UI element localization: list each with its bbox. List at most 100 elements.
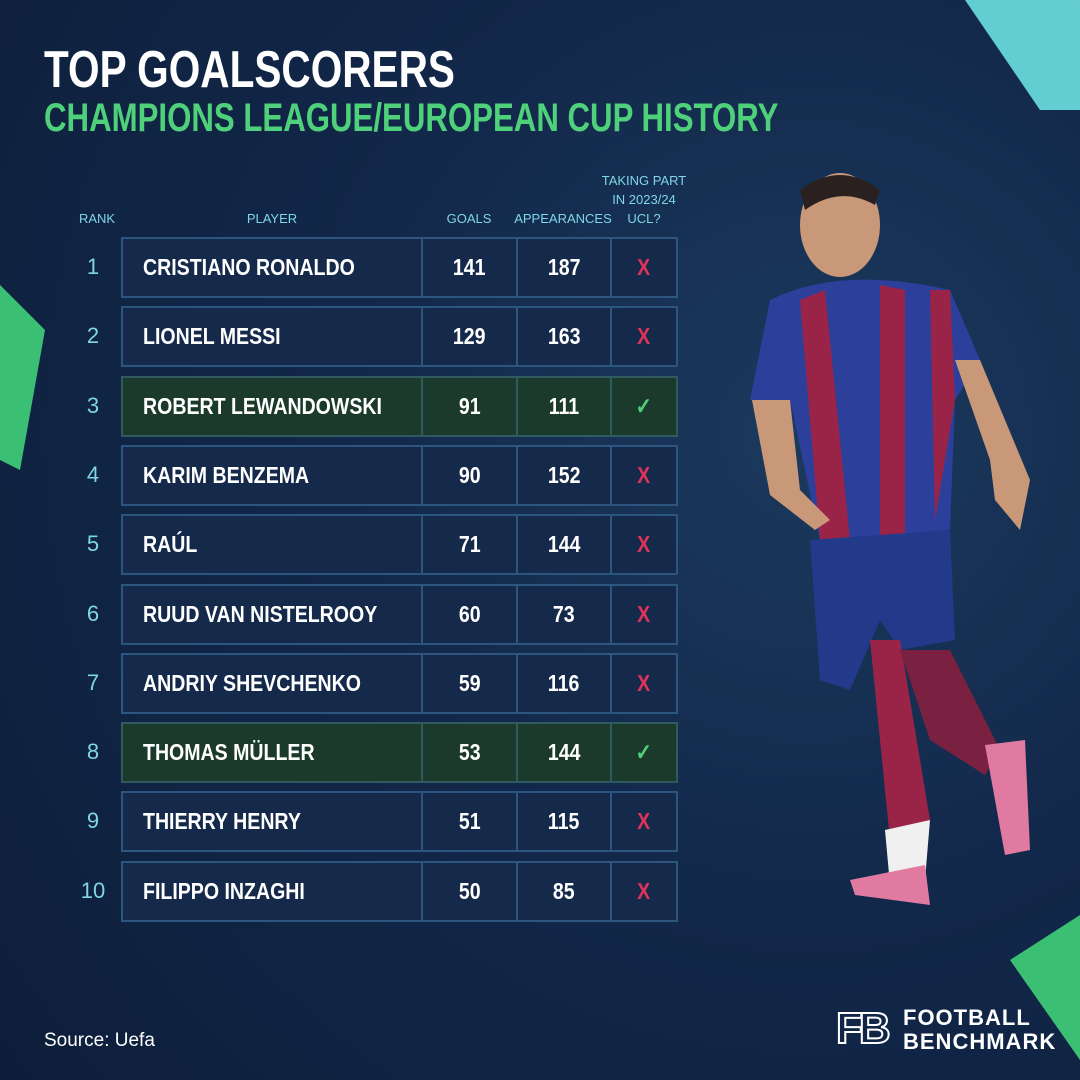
cell-text: 73 [553, 600, 575, 627]
column-header: GOALS [446, 211, 492, 226]
cell-text: 71 [458, 531, 481, 558]
cell-text: FILIPPO INZAGHI [143, 877, 305, 904]
goals-cell: 53 [421, 722, 518, 784]
title: TOP GOALSCORERS [44, 40, 571, 100]
table-row: THOMAS MÜLLER 53 144 ✓ [121, 722, 678, 784]
appearances-cell: 187 [516, 237, 612, 298]
cell-text: 111 [548, 392, 580, 419]
cell-text: THOMAS MÜLLER [143, 739, 315, 766]
subtitle-text: CHAMPIONS LEAGUE/EUROPEAN CUP HISTORY [44, 96, 779, 140]
cell-text: 91 [458, 392, 481, 419]
cell-text: 152 [547, 461, 581, 488]
cell-text: ANDRIY SHEVCHENKO [143, 669, 361, 696]
cell-text: 59 [458, 669, 481, 696]
brand: FOOTBALL BENCHMARK [903, 1006, 1056, 1054]
table-row: ROBERT LEWANDOWSKI 91 111 ✓ [121, 375, 678, 437]
appearances-cell: 85 [516, 860, 612, 922]
brand-line: BENCHMARK [903, 1029, 1057, 1054]
cell-text: X [637, 461, 651, 488]
goals-cell: 90 [421, 444, 518, 506]
player-cell: ROBERT LEWANDOWSKI [121, 375, 423, 437]
cell-text: 51 [458, 808, 481, 835]
cell-text: 90 [458, 461, 481, 488]
cell-text: 50 [458, 877, 481, 904]
rank: 5 [86, 531, 100, 557]
table-row: CRISTIANO RONALDO 141 187 X [121, 237, 678, 298]
status-cell: X [610, 237, 678, 298]
logo: FB [835, 1003, 892, 1054]
rank: 1 [86, 254, 100, 279]
status-cell: ✓ [610, 722, 678, 784]
goals-cell: 129 [421, 306, 518, 368]
appearances-cell: 152 [516, 444, 612, 506]
cell-text: 163 [547, 323, 581, 350]
rank: 4 [86, 461, 100, 487]
appearances-cell: 115 [516, 791, 612, 853]
rank: 6 [86, 600, 100, 626]
table-row: RUUD VAN NISTELROOY 60 73 X [121, 583, 678, 645]
player-cell: LIONEL MESSI [121, 306, 423, 368]
player-cell: CRISTIANO RONALDO [121, 237, 423, 298]
rank: 9 [86, 808, 100, 834]
player-cell: FILIPPO INZAGHI [121, 860, 423, 922]
status-cell: X [610, 444, 678, 506]
cell-text: 144 [547, 531, 581, 558]
goals-cell: 50 [421, 860, 518, 922]
cell-text: 60 [458, 600, 481, 627]
appearances-cell: 116 [516, 652, 612, 714]
cell-text: CRISTIANO RONALDO [143, 254, 355, 280]
cell-text: 85 [553, 877, 575, 904]
table-row: FILIPPO INZAGHI 50 85 X [121, 860, 678, 922]
cell-text: X [637, 669, 651, 696]
cell-text: X [637, 808, 651, 835]
cell-text: 53 [458, 739, 481, 766]
player-cell: ANDRIY SHEVCHENKO [121, 652, 423, 714]
cell-text: ✓ [635, 739, 653, 766]
rank: 3 [86, 392, 100, 418]
table-row: KARIM BENZEMA 90 152 X [121, 444, 678, 506]
goals-cell: 51 [421, 791, 518, 853]
column-header: TAKING PART IN 2023/24 UCL? [601, 173, 687, 226]
cell-text: X [637, 600, 651, 627]
cell-text: ✓ [635, 392, 653, 419]
cell-text: 129 [453, 323, 486, 350]
appearances-cell: 163 [516, 306, 612, 368]
cell-text: X [637, 323, 651, 350]
title-text: TOP GOALSCORERS [44, 41, 455, 99]
appearances-cell: 144 [516, 514, 612, 576]
goals-cell: 59 [421, 652, 518, 714]
status-cell: X [610, 514, 678, 576]
player-cell: RUUD VAN NISTELROOY [121, 583, 423, 645]
brand-line: FOOTBALL [903, 1005, 1031, 1030]
goals-cell: 60 [421, 583, 518, 645]
cell-text: RUUD VAN NISTELROOY [143, 600, 378, 627]
cell-text: X [637, 531, 651, 558]
cell-text: LIONEL MESSI [143, 323, 281, 350]
cell-text: 116 [548, 669, 580, 696]
cell-text: THIERRY HENRY [143, 808, 301, 835]
table-row: RAÚL 71 144 X [121, 514, 678, 576]
player-cell: THIERRY HENRY [121, 791, 423, 853]
cell-text: ROBERT LEWANDOWSKI [143, 392, 382, 419]
goals-cell: 91 [421, 375, 518, 437]
cell-text: X [637, 877, 651, 904]
cell-text: 115 [548, 808, 580, 835]
rank: 2 [86, 323, 100, 349]
column-header: APPEARANCES [514, 211, 612, 226]
rank: 10 [80, 877, 106, 903]
goals-cell: 141 [421, 237, 518, 298]
table-row: LIONEL MESSI 129 163 X [121, 306, 678, 368]
goals-cell: 71 [421, 514, 518, 576]
source: Source: Uefa [44, 1030, 155, 1051]
subtitle: CHAMPIONS LEAGUE/EUROPEAN CUP HISTORY [44, 96, 986, 141]
status-cell: X [610, 583, 678, 645]
status-cell: X [610, 652, 678, 714]
table-row: ANDRIY SHEVCHENKO 59 116 X [121, 652, 678, 714]
cell-text: RAÚL [143, 531, 198, 558]
rank: 7 [86, 669, 100, 695]
status-cell: X [610, 306, 678, 368]
appearances-cell: 73 [516, 583, 612, 645]
column-header: RANK [78, 211, 116, 226]
